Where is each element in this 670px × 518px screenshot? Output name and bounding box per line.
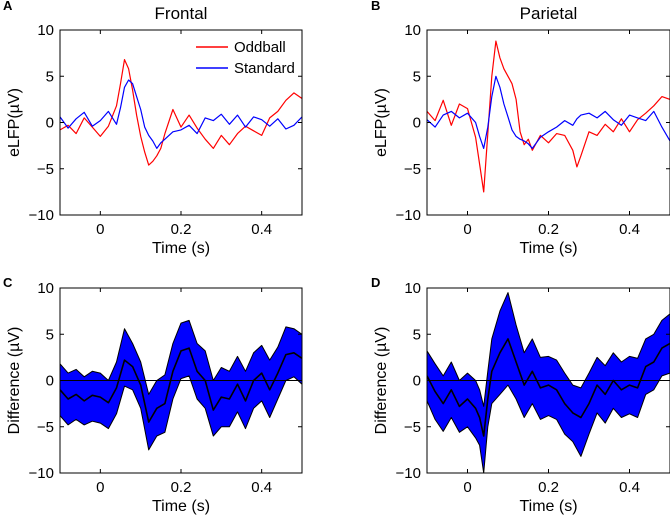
- x-tick-label: 0: [96, 479, 104, 496]
- plot-area: [427, 292, 670, 473]
- x-tick-label: 0.4: [619, 479, 640, 496]
- mean-difference-line: [60, 347, 302, 423]
- panel-title: Parietal: [520, 4, 578, 23]
- plot-area: [60, 58, 302, 166]
- y-tick-label: 10: [404, 280, 421, 297]
- plot-area: [60, 319, 302, 451]
- x-axis-label: Time (s): [519, 498, 577, 515]
- series-line-standard: [427, 75, 670, 149]
- confidence-band: [427, 292, 670, 473]
- x-tick-label: 0.2: [538, 479, 559, 496]
- panel-b: B Parietal −10 −5 0 5 10 0 0.2 0.4 Time (s) eLFP(µV…: [371, 0, 670, 257]
- legend-label-oddball: Oddball: [234, 39, 286, 56]
- y-tick-label: 5: [413, 68, 421, 85]
- plot-area: [427, 40, 670, 193]
- panel-title: Frontal: [155, 4, 208, 23]
- x-axis-label: Time (s): [519, 240, 577, 257]
- axes-box: [426, 29, 670, 216]
- x-tick-label: 0.4: [619, 221, 640, 238]
- y-axis-label: eLFP(µV): [373, 88, 390, 157]
- y-axis-label: Difference (µV): [373, 327, 390, 435]
- y-axis-label: eLFP(µV): [6, 88, 23, 157]
- x-axis-label: Time (s): [152, 240, 210, 257]
- legend-label-standard: Standard: [234, 60, 295, 77]
- series-line-oddball: [60, 58, 302, 166]
- y-tick-label: 10: [37, 280, 54, 297]
- x-tick-label: 0.4: [251, 479, 272, 496]
- y-tick-label: 0: [413, 115, 421, 132]
- y-tick-label: −5: [404, 419, 421, 436]
- x-tick-label: 0.4: [251, 221, 272, 238]
- panel-letter: C: [3, 275, 13, 290]
- y-tick-label: 5: [413, 326, 421, 343]
- x-tick-label: 0: [96, 221, 104, 238]
- x-tick-label: 0.2: [171, 479, 192, 496]
- y-tick-label: 5: [46, 326, 54, 343]
- x-tick-label: 0: [463, 479, 471, 496]
- confidence-band: [60, 319, 302, 451]
- legend: Oddball Standard: [196, 39, 295, 77]
- y-tick-label: −10: [29, 207, 54, 224]
- y-tick-label: 0: [46, 115, 54, 132]
- y-axis-label: Difference (µV): [6, 327, 23, 435]
- panel-a: A Frontal −10 −5 0 5 10 0 0.2 0.4 Time (s) eLFP(µV)…: [3, 0, 303, 257]
- x-tick-label: 0.2: [538, 221, 559, 238]
- y-tick-label: −10: [396, 465, 421, 482]
- panel-letter: A: [3, 0, 13, 13]
- panel-letter: D: [371, 275, 380, 290]
- panel-c: C −10 −5 0 5 10 0 0.2 0.4 Time (s) Difference (µV): [3, 275, 303, 515]
- x-tick-label: 0: [463, 221, 471, 238]
- y-tick-label: −5: [37, 161, 54, 178]
- y-tick-label: 10: [404, 22, 421, 39]
- y-tick-label: 10: [37, 22, 54, 39]
- mean-difference-line: [427, 338, 670, 437]
- panel-letter: B: [371, 0, 380, 13]
- y-tick-label: −5: [404, 161, 421, 178]
- panel-d: D −10 −5 0 5 10 0 0.2 0.4 Time (s) Difference (µV): [371, 275, 670, 515]
- y-tick-label: 5: [46, 68, 54, 85]
- y-tick-label: −5: [37, 419, 54, 436]
- x-axis-label: Time (s): [152, 498, 210, 515]
- x-tick-label: 0.2: [171, 221, 192, 238]
- y-tick-label: 0: [413, 373, 421, 390]
- y-tick-label: −10: [396, 207, 421, 224]
- series-line-standard: [60, 79, 302, 149]
- y-tick-label: 0: [46, 373, 54, 390]
- y-tick-label: −10: [29, 465, 54, 482]
